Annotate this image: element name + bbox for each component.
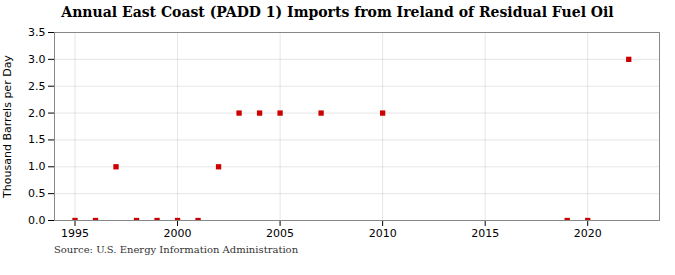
- svg-text:1.0: 1.0: [28, 160, 46, 173]
- svg-text:0.0: 0.0: [28, 214, 46, 227]
- svg-text:2000: 2000: [164, 227, 192, 240]
- svg-text:2015: 2015: [471, 227, 499, 240]
- svg-text:2.0: 2.0: [28, 107, 46, 120]
- svg-text:2.5: 2.5: [28, 80, 46, 93]
- svg-text:3.0: 3.0: [28, 53, 46, 66]
- html-text:Annual East Coast (PADD 1) Imp: Annual East Coast (PADD 1) Imports from …: [61, 4, 614, 20]
- svg-text:0.5: 0.5: [28, 187, 46, 200]
- svg-text:Thousand Barrels per Day: Thousand Barrels per Day: [1, 55, 14, 199]
- svg-text:1.5: 1.5: [28, 133, 46, 146]
- html-text:Source: U.S. Energy Informatio: Source: U.S. Energy Information Administ…: [54, 244, 299, 255]
- svg-text:2010: 2010: [369, 227, 397, 240]
- svg-text:3.5: 3.5: [28, 26, 46, 39]
- svg-text:1995: 1995: [61, 227, 89, 240]
- svg-text:2020: 2020: [574, 227, 602, 240]
- svg-text:2005: 2005: [266, 227, 294, 240]
